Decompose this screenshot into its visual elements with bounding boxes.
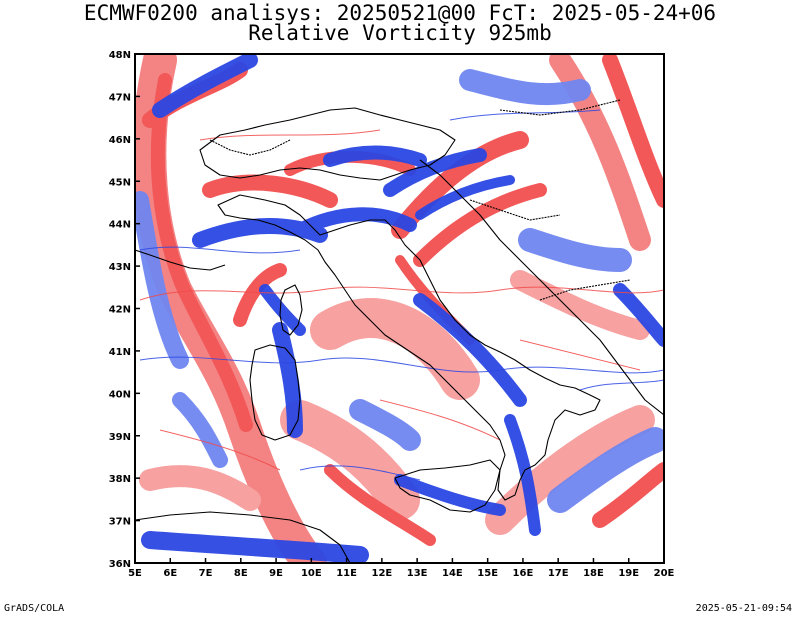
sardinia-coastline [249, 344, 301, 441]
positive-area-ne [459, 69, 591, 106]
y-tick-label: 38N [109, 474, 131, 485]
x-axis: 5E 6E 7E 8E 9E 10E 11E 12E 13E 14E 15E 16E 17E 18E 19E… [128, 558, 675, 579]
x-tick-label: 17E [548, 568, 569, 579]
positive-band-corsica [259, 284, 306, 336]
x-tick-label: 11E [336, 568, 357, 579]
sicily-coastline [394, 459, 501, 513]
positive-band-ne-streak-1 [383, 148, 487, 197]
x-tick-label: 10E [301, 568, 322, 579]
north-africa-coastline [135, 511, 351, 563]
positive-band-po [293, 207, 417, 237]
y-tick-label: 40N [109, 389, 131, 400]
negative-band-sardinia-w [233, 263, 287, 327]
positive-band-south [141, 531, 369, 563]
positive-band-north-central [323, 145, 427, 167]
positive-band-east-edge [613, 283, 664, 347]
positive-band-ne-streak-2 [415, 175, 515, 220]
footer-software-label: GrADS/COLA [4, 603, 65, 614]
x-tick-label: 8E [234, 568, 248, 579]
negative-band-se [592, 462, 664, 528]
positive-area-balkan [518, 228, 632, 272]
negative-band-balkan [510, 270, 650, 340]
negative-band-east-arc-2 [413, 183, 547, 267]
x-tick-label: 5E [128, 568, 142, 579]
x-tick-label: 13E [407, 568, 428, 579]
x-tick-label: 15E [477, 568, 498, 579]
y-axis: 36N 37N 38N 39N 40N 41N 42N 43N 44N 45N 46N 47N 48N [109, 50, 140, 570]
border-balkans-2 [539, 279, 631, 301]
france-coastline [135, 249, 226, 271]
x-tick-label: 12E [371, 568, 392, 579]
negative-band-south [324, 464, 436, 546]
x-tick-label: 9E [269, 568, 283, 579]
border-east-1 [499, 99, 621, 116]
y-tick-label: 44N [109, 220, 131, 231]
negative-band-sw [139, 465, 261, 511]
y-tick-label: 47N [109, 92, 131, 103]
y-tick-label: 42N [109, 305, 131, 316]
y-tick-label: 48N [109, 50, 131, 61]
coastlines [135, 99, 664, 563]
italy-coastline [217, 194, 601, 501]
positive-band-west-edge [135, 191, 189, 369]
positive-area-tyrrhenian [349, 399, 421, 451]
y-tick-label: 45N [109, 177, 131, 188]
negative-area-tyrrhenian [280, 400, 420, 520]
positive-band-sardinia [272, 322, 303, 438]
negative-band-ne-inner [602, 54, 664, 208]
chart-subtitle: Relative Vorticity 925mb [248, 21, 552, 45]
negative-band-west-inner [150, 73, 253, 432]
positive-band-sicily [394, 474, 506, 516]
footer-timestamp: 2025-05-21-09:54 [695, 603, 792, 614]
positive-band-sw-2 [172, 392, 228, 468]
border-balkans-1 [469, 199, 561, 221]
x-tick-label: 20E [654, 568, 675, 579]
northern-border [199, 107, 456, 181]
negative-area-center [310, 298, 480, 400]
y-tick-label: 36N [109, 559, 131, 570]
positive-area-ionian [547, 427, 664, 513]
x-tick-label: 16E [513, 568, 534, 579]
negative-band-ionian [485, 405, 655, 535]
negative-band-north-1 [202, 174, 338, 208]
corsica-coastline [279, 284, 303, 336]
x-tick-label: 18E [583, 568, 604, 579]
x-tick-label: 6E [163, 568, 177, 579]
positive-band-apennines [413, 293, 527, 407]
vorticity-field [135, 54, 664, 563]
border-switzerland [209, 139, 291, 156]
x-tick-label: 14E [442, 568, 463, 579]
y-tick-label: 46N [109, 135, 131, 146]
negative-band-east-arc [391, 131, 529, 239]
positive-band-calabria [504, 414, 541, 536]
y-tick-label: 41N [109, 347, 131, 358]
y-tick-label: 43N [109, 262, 131, 273]
y-tick-label: 37N [109, 517, 131, 528]
chart-title: ECMWF0200 analisys: 20250521@00 FcT: 202… [83, 1, 717, 25]
balkan-coastline [419, 159, 664, 416]
x-tick-label: 19E [618, 568, 639, 579]
y-tick-label: 39N [109, 432, 131, 443]
x-tick-label: 7E [199, 568, 213, 579]
positive-band-nw [152, 54, 258, 118]
